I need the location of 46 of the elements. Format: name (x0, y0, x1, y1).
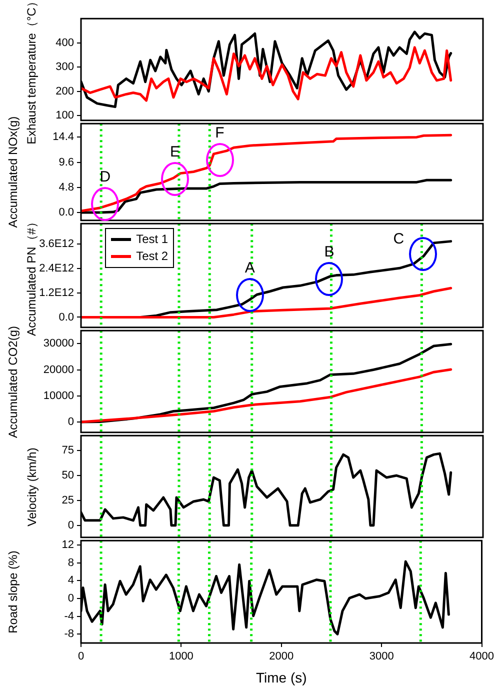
legend-label: Test 1 (136, 232, 168, 246)
y-tick-label: 4 (68, 574, 74, 587)
annotation: A (244, 259, 255, 276)
y-tick-label: 12 (62, 539, 74, 552)
x-tick-label: 1000 (168, 650, 194, 663)
annotation: E (170, 144, 180, 161)
y-axis-title: Road slope (%) (6, 550, 20, 634)
y-tick-label: 2.4E12 (39, 262, 74, 274)
annotation: B (324, 243, 334, 260)
x-tick-label: 4000 (470, 650, 494, 663)
x-axis-title: Time (s) (256, 669, 307, 686)
y-axis-title: Accumulated PN（#） (24, 215, 40, 336)
annotation: C (393, 230, 404, 248)
y-axis-title: Exhaust temperature（°C） (24, 0, 40, 144)
y-tick-label: 30000 (43, 338, 74, 350)
y-axis-title: Accumulated NOx(g) (6, 116, 20, 228)
y-tick-label: 0 (68, 592, 74, 605)
y-tick-label: 8 (68, 556, 74, 569)
y-tick-label: 0.0 (58, 206, 74, 219)
y-tick-label: 100 (56, 110, 74, 122)
y-tick-label: 200 (56, 85, 74, 98)
y-tick-label: 9.6 (58, 156, 74, 168)
y-tick-label: 50 (62, 470, 74, 482)
y-tick-label: 3.6E12 (39, 238, 74, 250)
legend-label: Test 2 (136, 249, 168, 264)
y-tick-label: 14.4 (52, 131, 74, 144)
y-tick-label: 0 (68, 519, 74, 532)
x-tick-label: 3000 (369, 650, 394, 663)
y-axis-title: Accumulated CO2(g) (6, 325, 20, 438)
y-tick-label: -4 (64, 610, 74, 622)
y-axis-title: Velocity (km/h) (25, 447, 39, 526)
y-tick-label: 75 (62, 444, 74, 457)
y-tick-label: 300 (56, 61, 74, 74)
y-tick-label: 1.2E12 (39, 286, 74, 299)
x-tick-label: 2000 (269, 650, 294, 663)
y-tick-label: 20000 (43, 364, 74, 376)
annotation: F (215, 124, 224, 142)
y-tick-label: 0 (68, 416, 74, 428)
annotation: D (100, 168, 111, 186)
x-tick-label: 0 (78, 650, 84, 663)
y-tick-label: 25 (62, 494, 74, 507)
y-tick-label: 10000 (43, 390, 74, 402)
y-tick-label: 4.8 (58, 181, 74, 194)
y-tick-label: 400 (56, 36, 74, 49)
y-tick-label: 0.0 (58, 311, 74, 324)
y-tick-label: -8 (64, 628, 74, 640)
